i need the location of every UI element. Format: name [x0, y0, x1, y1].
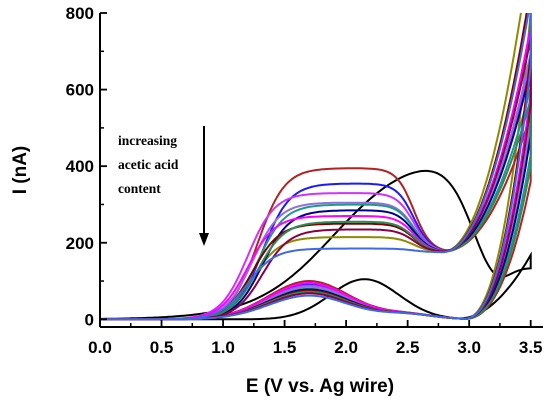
axes [99, 12, 543, 328]
series-line [100, 37, 532, 321]
series-line [100, 169, 532, 321]
series-line [100, 13, 532, 321]
y-tick-label: 800 [66, 4, 94, 23]
tick-labels: 0.0 0.5 1.0 1.5 2.0 2.5 3.0 3.5 0 200 400 600 800 [66, 4, 543, 357]
x-tick-label: 3.0 [457, 338, 481, 357]
x-tick-label: 0.0 [88, 338, 112, 357]
series-line [100, 26, 532, 321]
plot-area [100, 13, 532, 321]
x-tick-label: 0.5 [150, 338, 174, 357]
annotation-line-3: content [118, 181, 161, 196]
y-tick-label: 0 [85, 310, 94, 329]
y-tick-label: 400 [66, 157, 94, 176]
annotation-line-1: increasing [118, 133, 177, 148]
annotation: increasing acetic acid content [118, 126, 209, 246]
x-tick-label: 3.5 [519, 338, 543, 357]
y-tick-label: 200 [66, 234, 94, 253]
x-axis-label: E (V vs. Ag wire) [246, 376, 394, 397]
series-line [100, 37, 532, 321]
y-axis-label: I (nA) [10, 146, 31, 195]
x-tick-label: 1.5 [273, 338, 297, 357]
x-tick-label: 1.0 [211, 338, 235, 357]
annotation-line-2: acetic acid [118, 157, 179, 172]
x-tick-label: 2.5 [396, 338, 420, 357]
annotation-arrow-head [199, 233, 209, 246]
x-tick-label: 2.0 [334, 338, 358, 357]
y-tick-label: 600 [66, 81, 94, 100]
